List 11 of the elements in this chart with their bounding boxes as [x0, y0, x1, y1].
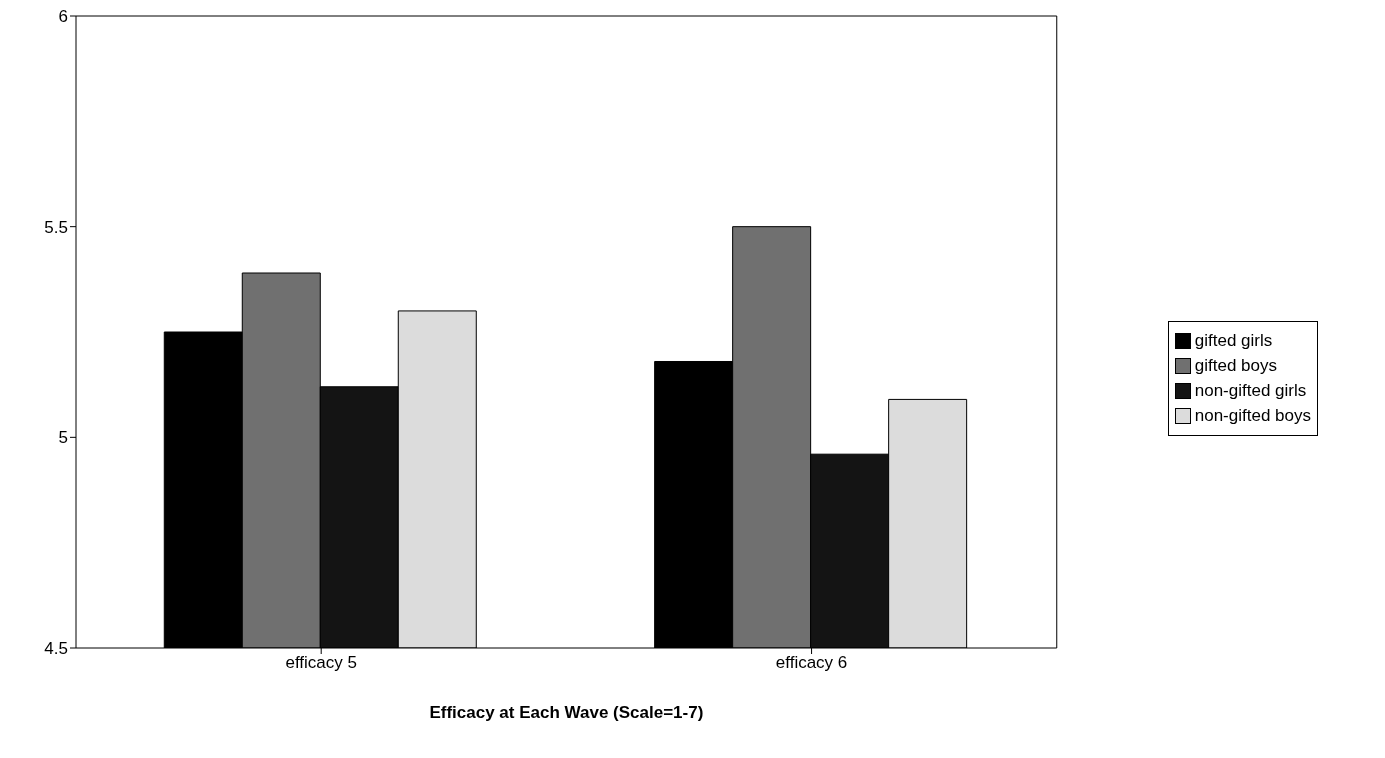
y-tick-label: 4.5 — [44, 639, 68, 659]
x-axis-title: Efficacy at Each Wave (Scale=1-7) — [429, 703, 704, 722]
y-tick-label: 6 — [58, 7, 68, 27]
legend-label: non-gifted girls — [1194, 380, 1307, 401]
legend-label: gifted boys — [1194, 355, 1277, 376]
x-tick-label: efficacy 5 — [285, 653, 357, 673]
y-tick-label: 5 — [58, 428, 68, 448]
x-tick-label: efficacy 6 — [775, 653, 848, 673]
y-tick-label: 5.5 — [44, 217, 68, 237]
legend-label: non-gifted boys — [1194, 405, 1311, 426]
legend-label: gifted girls — [1194, 330, 1273, 351]
